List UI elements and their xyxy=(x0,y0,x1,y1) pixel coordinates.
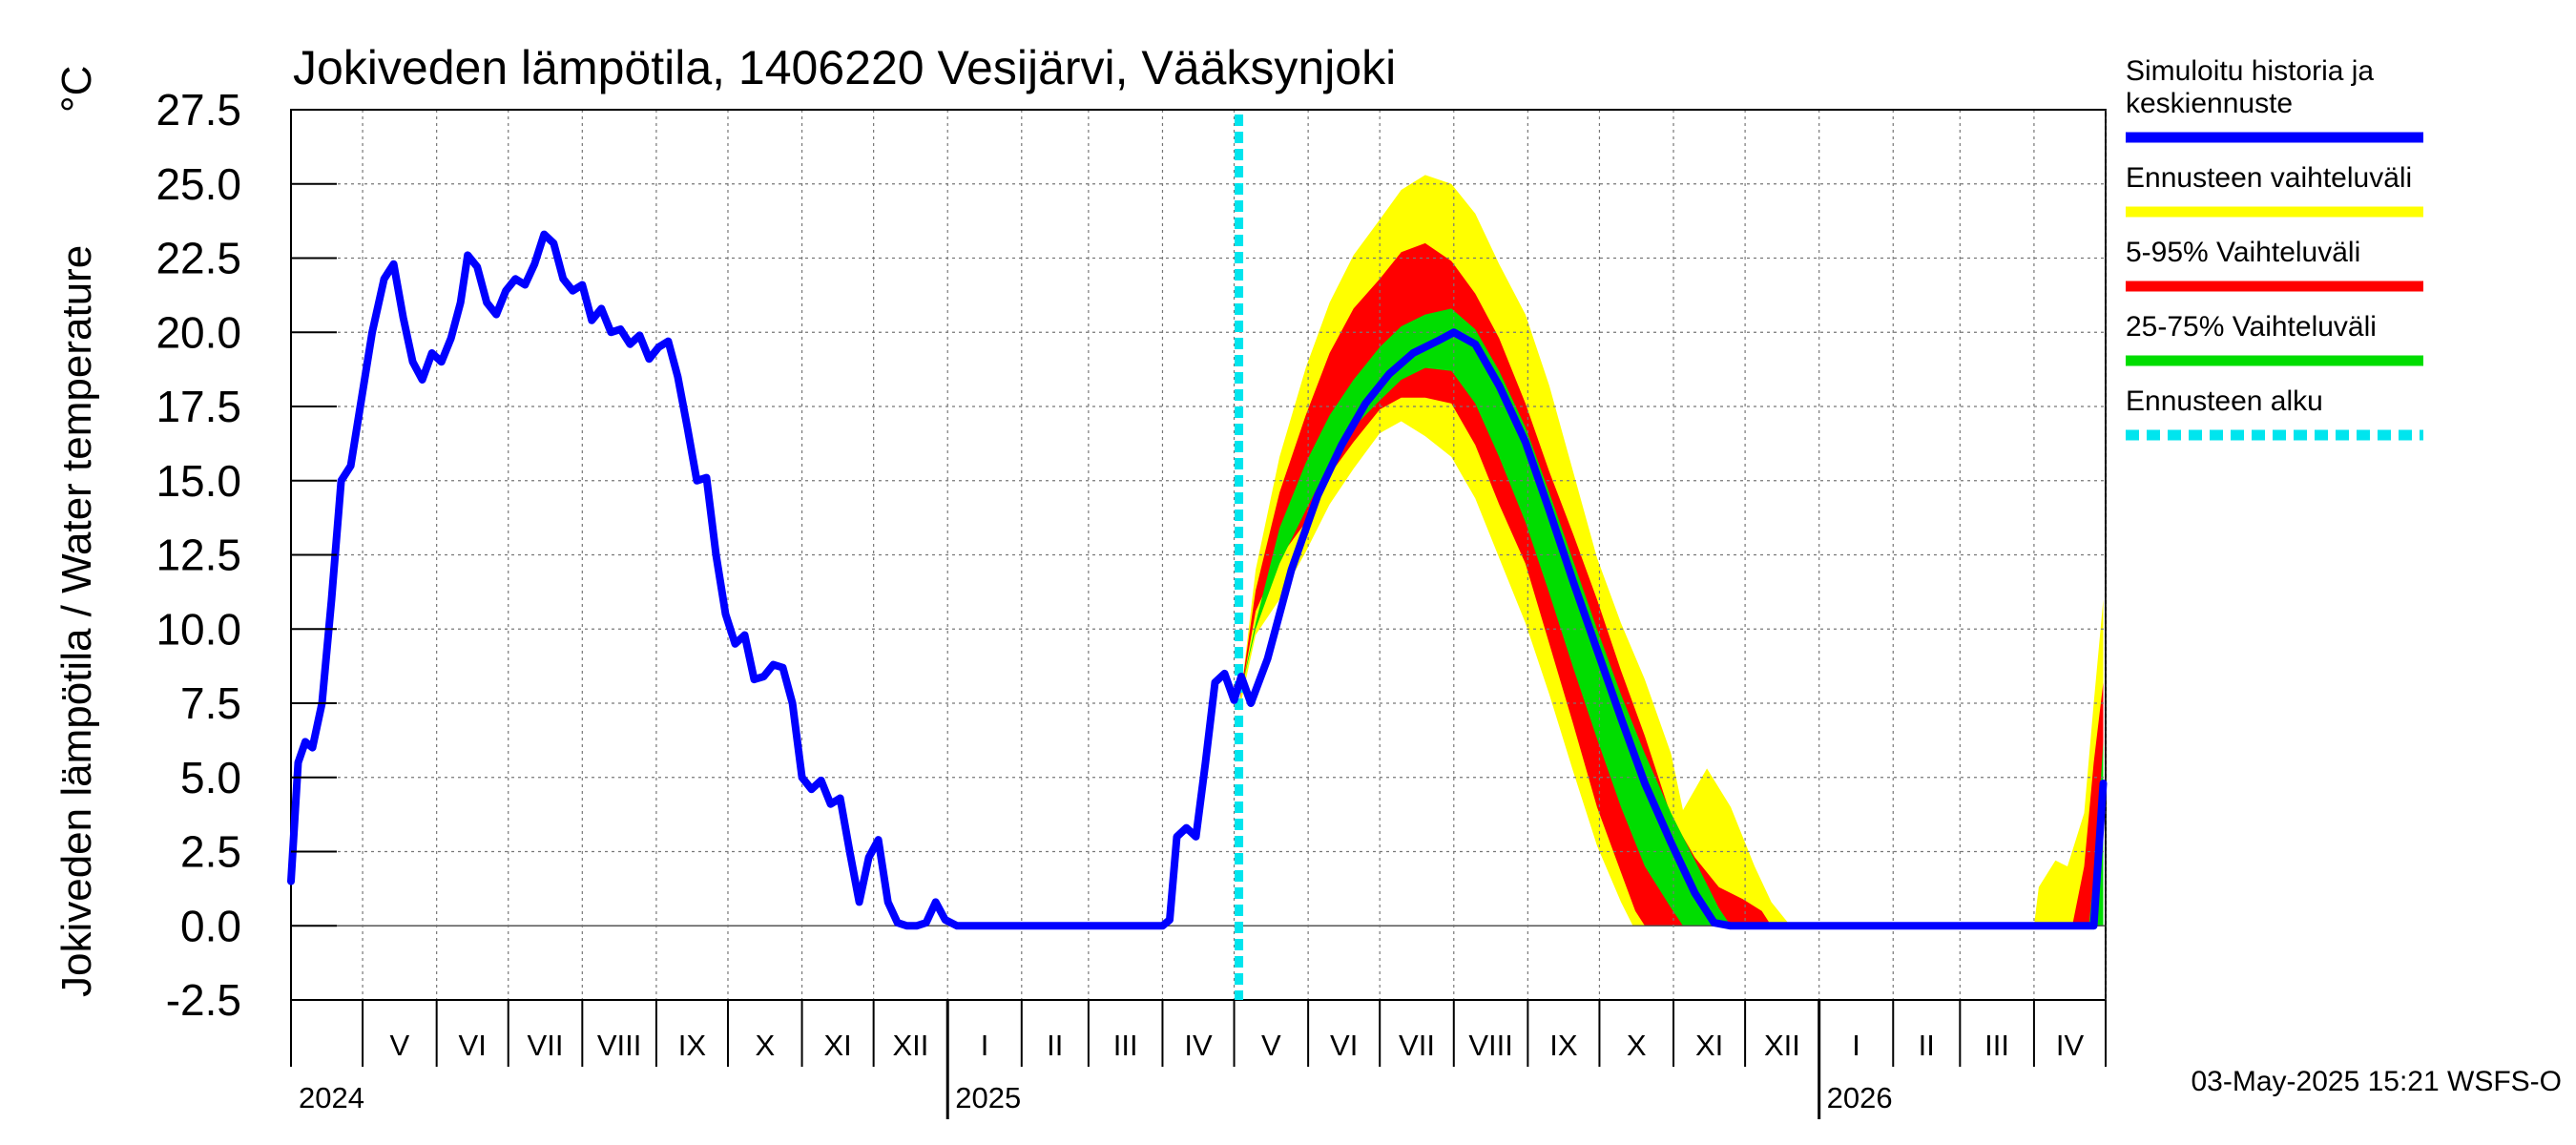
y-tick-label: 25.0 xyxy=(156,159,241,209)
month-label: IV xyxy=(2056,1029,2085,1062)
legend-item: 5-95% Vaihteluväli xyxy=(2126,237,2423,292)
y-tick-label: 5.0 xyxy=(180,753,241,802)
legend-item: 25-75% Vaihteluväli xyxy=(2126,311,2423,366)
y-axis-label: Jokiveden lämpötila / Water temperature xyxy=(53,245,100,997)
month-label: VII xyxy=(528,1029,564,1062)
month-label: I xyxy=(981,1029,989,1062)
spring-band-yellow xyxy=(2033,599,2104,926)
year-label: 2026 xyxy=(1827,1081,1893,1114)
month-label: II xyxy=(1047,1029,1063,1062)
month-label: VI xyxy=(1330,1029,1358,1062)
month-label: IX xyxy=(678,1029,707,1062)
month-label: X xyxy=(1627,1029,1647,1062)
y-tick-label: 27.5 xyxy=(156,85,241,135)
month-label: XII xyxy=(892,1029,928,1062)
y-tick-label: 15.0 xyxy=(156,456,241,506)
legend-label: keskiennuste xyxy=(2126,88,2293,119)
footer-timestamp: 03-May-2025 15:21 WSFS-O xyxy=(2192,1066,2563,1097)
y-tick-label: 7.5 xyxy=(180,678,241,728)
month-label: X xyxy=(755,1029,775,1062)
month-label: IV xyxy=(1184,1029,1213,1062)
month-label: XII xyxy=(1764,1029,1800,1062)
legend-label: 5-95% Vaihteluväli xyxy=(2126,237,2360,268)
legend-label: 25-75% Vaihteluväli xyxy=(2126,311,2377,343)
y-tick-label: 17.5 xyxy=(156,382,241,431)
month-label: V xyxy=(390,1029,410,1062)
y-tick-label: 12.5 xyxy=(156,531,241,580)
month-label: VIII xyxy=(597,1029,642,1062)
y-tick-label: 22.5 xyxy=(156,234,241,283)
month-label: I xyxy=(1852,1029,1860,1062)
y-tick-labels: 27.5 25.0 22.5 20.0 17.5 15.0 12.5 10.0 7.5 5.0 2.… xyxy=(156,85,337,1025)
month-label: XI xyxy=(823,1029,851,1062)
month-label: IX xyxy=(1549,1029,1578,1062)
y-tick-label: 2.5 xyxy=(180,827,241,877)
month-label: XI xyxy=(1695,1029,1723,1062)
month-label: III xyxy=(1113,1029,1138,1062)
y-tick-label: 0.0 xyxy=(180,901,241,950)
x-axis: V VI VII VIII IX X XI XII I II III IV V VI VII VIII IX X X… xyxy=(290,1000,2107,1119)
chart-title: Jokiveden lämpötila, 1406220 Vesijärvi, … xyxy=(293,41,1396,94)
legend-label: Ennusteen vaihteluväli xyxy=(2126,162,2412,194)
y-axis-unit: °C xyxy=(53,66,100,113)
legend-item: Ennusteen vaihteluväli xyxy=(2126,162,2423,218)
year-label: 2025 xyxy=(955,1081,1021,1114)
y-tick-label: -2.5 xyxy=(166,975,241,1025)
month-label: II xyxy=(1919,1029,1935,1062)
legend-label: Ennusteen alku xyxy=(2126,385,2323,417)
legend-item: Ennusteen alku xyxy=(2126,385,2423,441)
y-tick-label: 20.0 xyxy=(156,307,241,357)
year-label: 2024 xyxy=(299,1081,364,1114)
month-label: V xyxy=(1261,1029,1281,1062)
y-tick-label: 10.0 xyxy=(156,604,241,654)
legend-label: Simuloitu historia ja xyxy=(2126,55,2374,87)
series-line-main xyxy=(287,230,2108,930)
series-lines xyxy=(287,114,2108,1000)
month-label: VII xyxy=(1399,1029,1435,1062)
month-label: VI xyxy=(459,1029,487,1062)
month-label: III xyxy=(1984,1029,2009,1062)
month-label: VIII xyxy=(1468,1029,1513,1062)
